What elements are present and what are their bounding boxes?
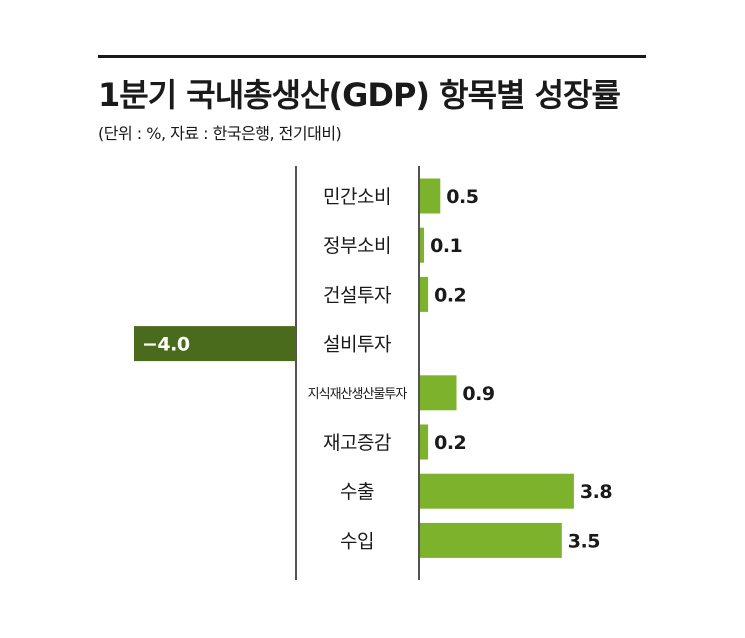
value-label-3: 0.2 — [434, 284, 466, 306]
category-label-6: 재고증감 — [323, 432, 391, 454]
bar-1 — [420, 178, 441, 214]
category-label-3: 건설투자 — [323, 284, 391, 306]
chart-subtitle: (단위 : %, 자료 : 한국은행, 전기대비) — [98, 124, 342, 143]
category-label-2: 정부소비 — [323, 235, 391, 257]
category-label-7: 수출 — [340, 481, 374, 503]
bar-2 — [420, 227, 424, 263]
value-label-1: 0.5 — [446, 186, 478, 208]
value-label-8: 3.5 — [568, 530, 600, 552]
bar-3 — [420, 276, 429, 312]
value-label-2: 0.1 — [430, 235, 462, 257]
value-label-6: 0.2 — [434, 432, 466, 454]
value-label-7: 3.8 — [580, 481, 612, 503]
category-label-4: 설비투자 — [323, 334, 391, 356]
bar-8 — [420, 522, 562, 558]
bar-6 — [420, 424, 429, 460]
value-label-4: −4.0 — [142, 334, 190, 356]
chart-title: 1분기 국내총생산(GDP) 항목별 성장률 — [98, 76, 621, 114]
category-label-8: 수입 — [340, 530, 374, 552]
bar-4 — [134, 326, 296, 362]
bar-5 — [420, 375, 457, 411]
value-label-5: 0.9 — [462, 383, 494, 405]
bar-7 — [420, 473, 574, 509]
category-label-5: 지식재산생산물투자 — [308, 387, 408, 402]
title-top-rule — [98, 55, 646, 58]
category-label-1: 민간소비 — [323, 186, 391, 208]
